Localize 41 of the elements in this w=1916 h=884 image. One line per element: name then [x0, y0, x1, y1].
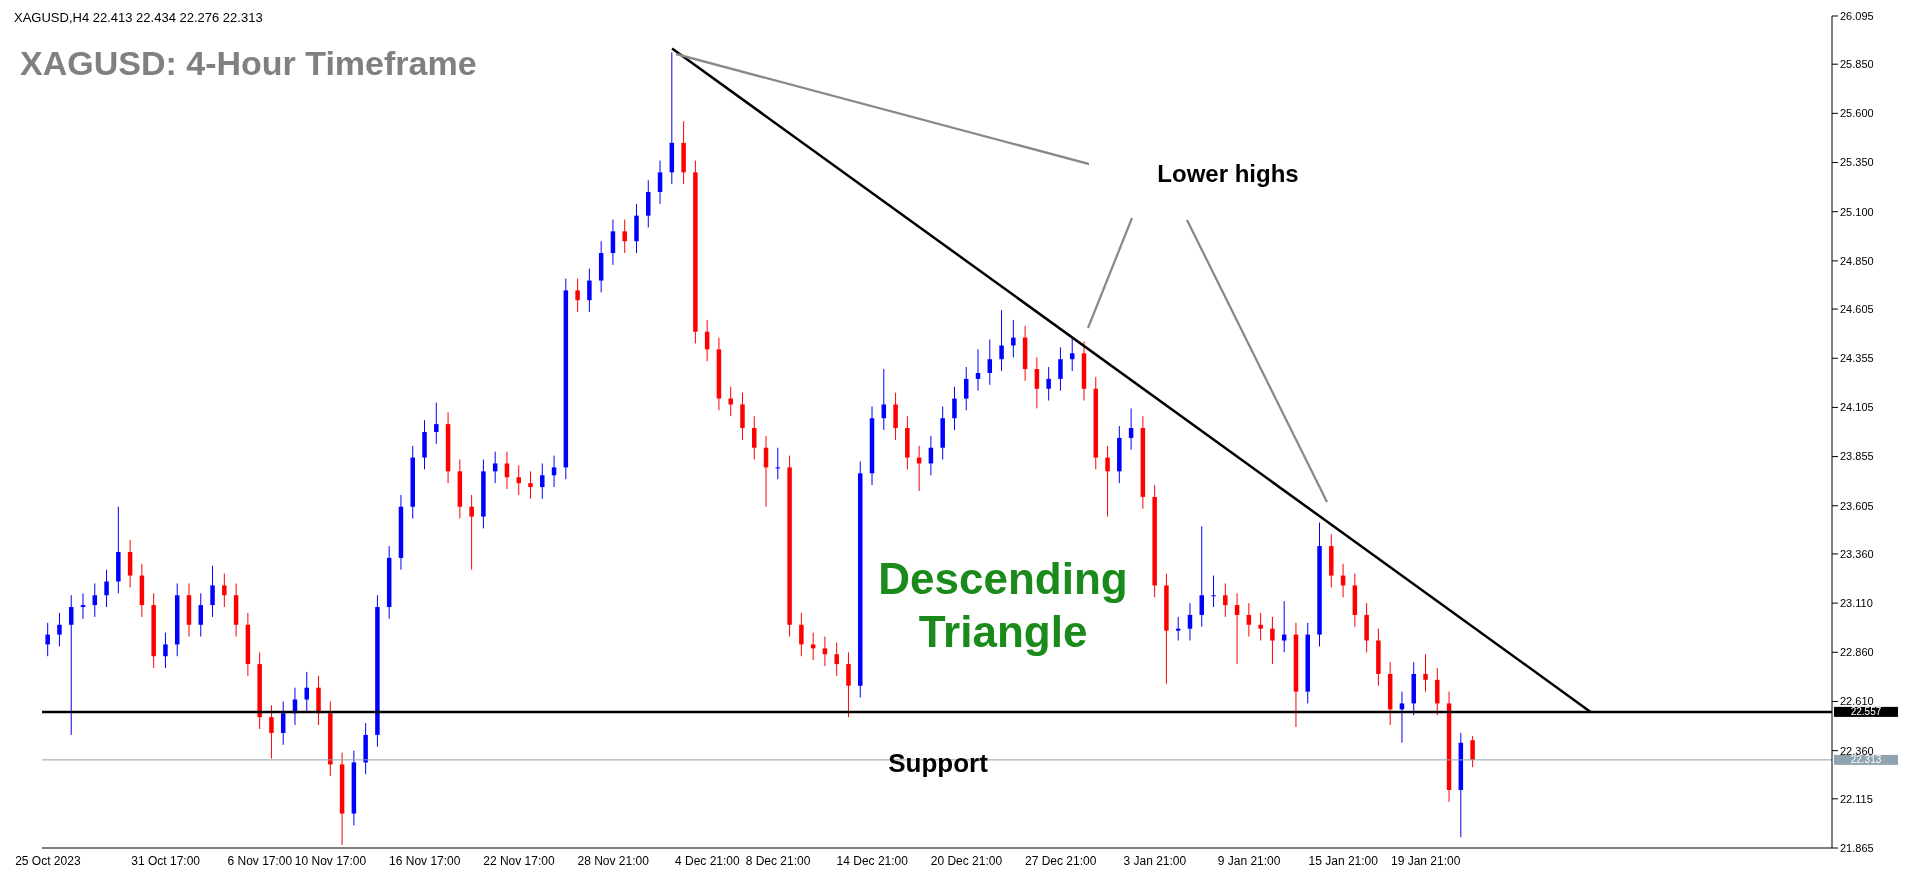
annotation: Support	[887, 748, 989, 780]
y-tick-label: 26.095	[1840, 9, 1874, 22]
text: XAGUSD: 4-Hour Timeframe	[20, 44, 477, 83]
ref-line-label: 22.557	[1850, 706, 1882, 718]
y-tick-label: 25.600	[1840, 107, 1874, 120]
ref-line-label: 22.313	[1850, 754, 1882, 766]
x-tick-label: 14 Dec 21:00	[836, 853, 909, 868]
x-tick-label: 4 Dec 21:00	[675, 853, 741, 868]
y-tick-label: 25.100	[1840, 205, 1874, 218]
x-tick-label: 8 Dec 21:00	[745, 853, 811, 868]
x-tick-label: 19 Jan 21:00	[1391, 853, 1461, 868]
x-tick-label: 22 Nov 17:00	[483, 853, 555, 868]
y-tick-label: 24.105	[1840, 401, 1874, 414]
x-tick-label: 25 Oct 2023	[15, 853, 81, 868]
y-tick-label: 25.350	[1840, 156, 1874, 169]
y-tick-label: 21.865	[1840, 841, 1874, 854]
y-tick-label: 24.605	[1840, 302, 1874, 315]
y-tick-label: 22.860	[1840, 646, 1874, 659]
y-tick-label: 24.850	[1840, 254, 1874, 267]
x-tick-label: 20 Dec 21:00	[930, 853, 1003, 868]
x-tick-label: 3 Jan 21:00	[1123, 853, 1187, 868]
x-tick-label: 6 Nov 17:00	[227, 853, 293, 868]
y-tick-label: 24.355	[1840, 352, 1874, 365]
y-tick-label: 22.610	[1840, 695, 1874, 708]
x-tick-label: 28 Nov 21:00	[577, 853, 650, 868]
y-tick-label: 23.855	[1840, 450, 1874, 463]
x-tick-label: 31 Oct 17:00	[131, 853, 201, 868]
y-tick-label: 23.605	[1840, 499, 1874, 512]
x-tick-label: 16 Nov 17:00	[389, 853, 461, 868]
y-tick-label: 23.110	[1840, 597, 1873, 610]
annotation: Lower highs	[1156, 160, 1300, 189]
x-tick-label: 10 Nov 17:00	[294, 853, 367, 868]
y-tick-label: 22.360	[1840, 744, 1874, 757]
y-tick-label: 23.360	[1840, 547, 1874, 560]
y-tick-label: 25.850	[1840, 58, 1874, 71]
x-tick-label: 9 Jan 21:00	[1217, 853, 1281, 868]
x-tick-label: 15 Jan 21:00	[1308, 853, 1379, 868]
x-tick-label: 27 Dec 21:00	[1024, 853, 1097, 868]
annotation: Descending Triangle	[877, 553, 1129, 658]
y-tick-label: 22.115	[1840, 792, 1873, 805]
annotation: XAGUSD,H4 22.413 22.434 22.276 22.313	[14, 10, 263, 26]
